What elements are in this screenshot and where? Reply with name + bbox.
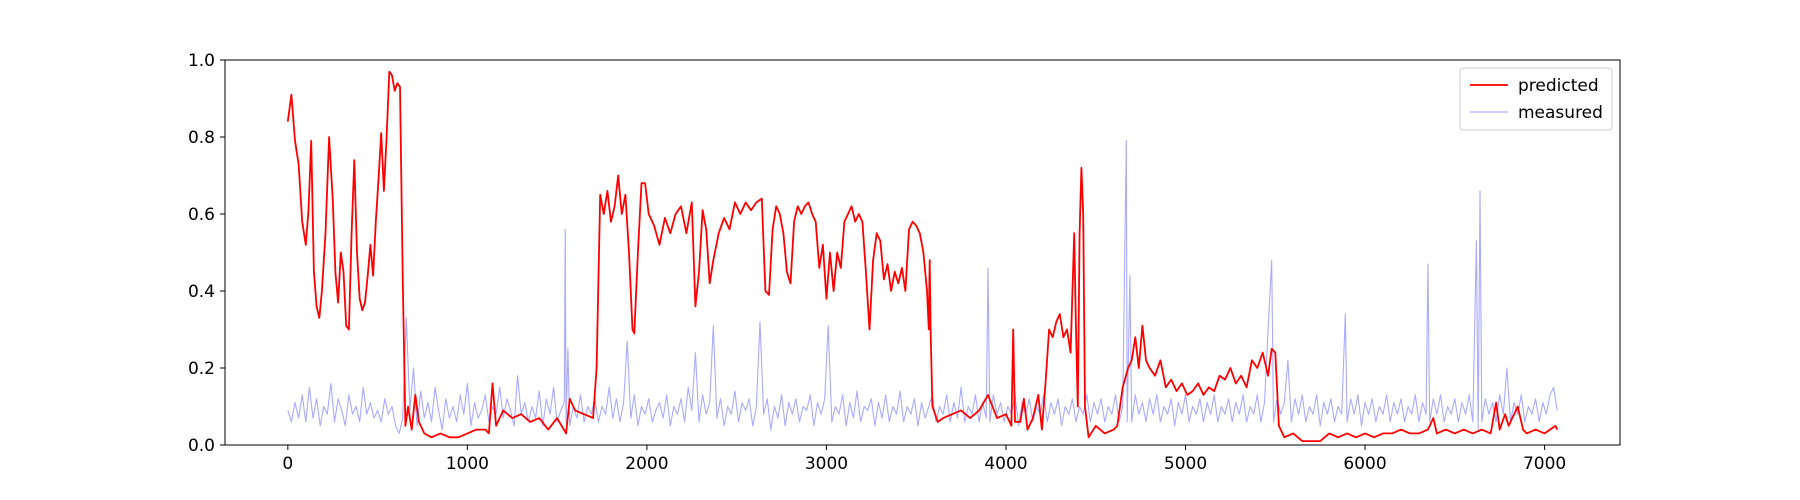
legend-label-measured: measured <box>1518 103 1603 123</box>
y-tick-label: 0.0 <box>188 436 215 456</box>
x-tick-label: 3000 <box>805 454 848 474</box>
x-tick-label: 6000 <box>1343 454 1386 474</box>
axes-frame <box>224 59 1621 446</box>
y-tick-label: 0.8 <box>188 128 215 148</box>
x-tick-label: 2000 <box>625 454 668 474</box>
y-tick-label: 0.2 <box>188 359 215 379</box>
x-tick-label: 5000 <box>1164 454 1207 474</box>
x-tick-label: 0 <box>282 454 293 474</box>
x-tick-label: 7000 <box>1523 454 1566 474</box>
y-axis: 0.0 0.2 0.4 0.6 0.8 1.0 <box>188 51 225 456</box>
legend-label-predicted: predicted <box>1518 76 1599 96</box>
y-tick-label: 0.6 <box>188 205 215 225</box>
x-tick-label: 1000 <box>446 454 489 474</box>
series-line-measured <box>287 140 1558 434</box>
x-axis: 0 1000 2000 3000 4000 5000 6000 7000 <box>282 445 1566 474</box>
x-tick-label: 4000 <box>984 454 1027 474</box>
legend-box <box>1459 67 1613 131</box>
y-tick-label: 0.4 <box>188 282 215 302</box>
plot-area <box>286 70 1559 443</box>
series-line-predicted <box>286 70 1559 443</box>
y-tick-label: 1.0 <box>188 51 215 71</box>
legend: predicted measured <box>1459 67 1613 131</box>
